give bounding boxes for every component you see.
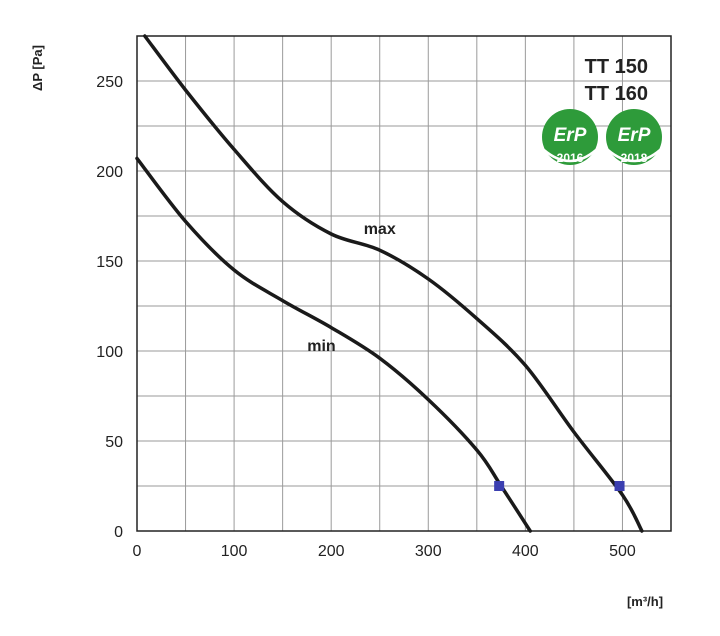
x-tick-label: 100 [221, 543, 248, 560]
erp-2016-year: 2016 [557, 151, 584, 165]
erp-2018-badge-icon: ErP 2018 [606, 109, 662, 165]
x-tick-label: 0 [133, 543, 142, 560]
y-tick-label: 50 [105, 434, 123, 451]
curve-label-min: min [307, 338, 335, 355]
grid [137, 36, 671, 531]
curve-min [135, 156, 532, 533]
model-label-1: TT 150 [585, 56, 648, 78]
x-tick-label: 300 [415, 543, 442, 560]
y-tick-label: 0 [114, 524, 123, 541]
curve-max [143, 34, 644, 533]
curves: max min [135, 34, 644, 533]
erp-2016-text: ErP [554, 125, 587, 146]
operating-point-marker-min [494, 481, 505, 491]
model-label-2: TT 160 [585, 83, 648, 105]
curve-label-max: max [364, 221, 396, 238]
erp-2018-text: ErP [618, 125, 651, 146]
y-tick-label: 100 [96, 344, 123, 361]
erp-2018-year: 2018 [621, 151, 648, 165]
operating-point-marker-max [614, 481, 625, 491]
x-tick-label: 400 [512, 543, 539, 560]
x-tick-label: 200 [318, 543, 345, 560]
y-tick-label: 150 [96, 254, 123, 271]
y-tick-label: 200 [96, 164, 123, 181]
x-axis-label: [m³/h] [627, 594, 663, 609]
x-tick-label: 500 [609, 543, 636, 560]
y-tick-label: 250 [96, 74, 123, 91]
tick-labels: 0 100 200 300 400 500 0 50 100 150 200 250 [96, 74, 636, 560]
erp-2016-badge-icon: ErP 2016 [542, 109, 598, 165]
plot-border [136, 35, 672, 532]
y-axis-label: ΔP [Pa] [30, 45, 45, 91]
